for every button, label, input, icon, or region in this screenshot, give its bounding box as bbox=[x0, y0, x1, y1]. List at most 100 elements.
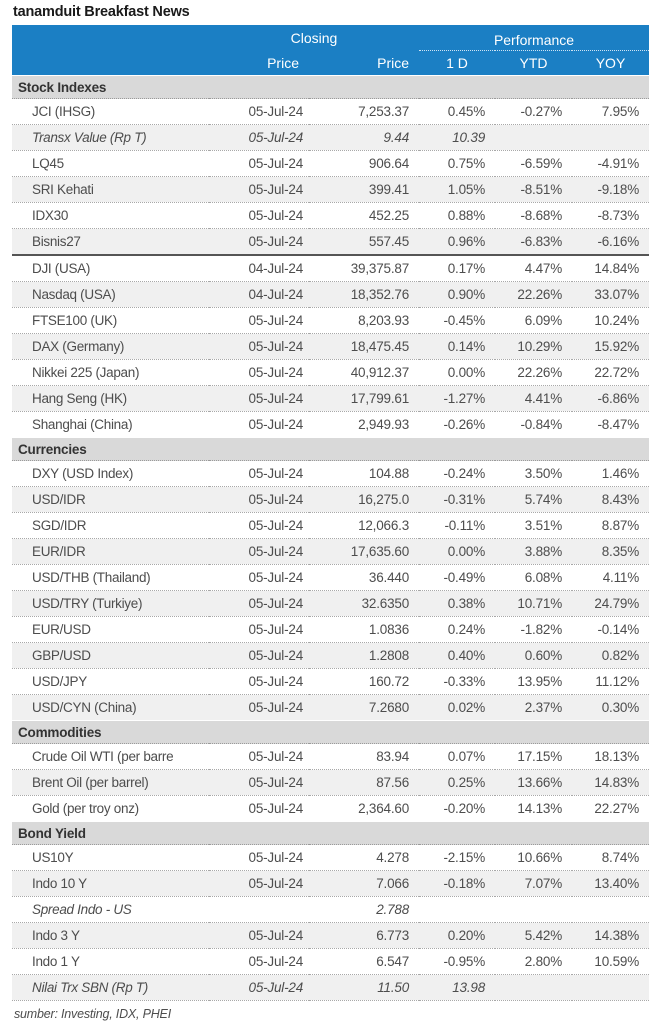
row-label: Transx Value (Rp T) bbox=[12, 124, 209, 151]
row-perf-1d: 0.02% bbox=[419, 694, 496, 721]
row-closing-price: 18,475.45 bbox=[309, 333, 420, 360]
row-perf-1d bbox=[419, 896, 496, 923]
table-row[interactable]: DAX (Germany) 05-Jul-24 18,475.45 0.14% 10.2… bbox=[12, 333, 650, 360]
row-label: Hang Seng (HK) bbox=[12, 385, 209, 412]
row-perf-ytd: -6.83% bbox=[495, 228, 573, 256]
row-closing-price: 11.50 bbox=[309, 974, 420, 1001]
table-row[interactable]: DJI (USA) 04-Jul-24 39,375.87 0.17% 4.47% 14.… bbox=[12, 255, 650, 282]
table-row[interactable]: IDX30 05-Jul-24 452.25 0.88% -8.68% -8.73% bbox=[12, 202, 650, 229]
row-perf-ytd: 5.74% bbox=[495, 486, 573, 513]
row-closing-date: 05-Jul-24 bbox=[209, 307, 309, 334]
table-row[interactable]: SRI Kehati 05-Jul-24 399.41 1.05% -8.51% -9.1… bbox=[12, 176, 650, 203]
table-row[interactable]: Gold (per troy onz) 05-Jul-24 2,364.60 -0.2… bbox=[12, 795, 650, 822]
header-row-group: Closing Performance bbox=[12, 25, 650, 51]
table-row[interactable]: SGD/IDR 05-Jul-24 12,066.3 -0.11% 3.51% 8.87% bbox=[12, 512, 650, 539]
row-perf-yoy: 22.72% bbox=[572, 359, 650, 386]
row-perf-ytd bbox=[495, 124, 573, 151]
table-row[interactable]: Shanghai (China) 05-Jul-24 2,949.93 -0.26% -… bbox=[12, 411, 650, 438]
row-closing-date: 05-Jul-24 bbox=[209, 616, 309, 643]
table-row[interactable]: JCI (IHSG) 05-Jul-24 7,253.37 0.45% -0.27% 7.… bbox=[12, 98, 650, 125]
row-closing-price: 7,253.37 bbox=[309, 98, 420, 125]
row-label: USD/IDR bbox=[12, 486, 209, 513]
row-perf-ytd: 10.29% bbox=[495, 333, 573, 360]
row-closing-price: 2,949.93 bbox=[309, 411, 420, 438]
row-closing-price: 87.56 bbox=[309, 769, 420, 796]
row-closing-date: 05-Jul-24 bbox=[209, 411, 309, 438]
row-perf-ytd: 4.41% bbox=[495, 385, 573, 412]
table-row[interactable]: Bisnis27 05-Jul-24 557.45 0.96% -6.83% -6.16% bbox=[12, 228, 650, 256]
table-row[interactable]: USD/IDR 05-Jul-24 16,275.0 -0.31% 5.74% 8.43% bbox=[12, 486, 650, 513]
table-header: Closing Performance Price Price 1 D YTD … bbox=[12, 25, 650, 76]
row-label: FTSE100 (UK) bbox=[12, 307, 209, 334]
row-label: IDX30 bbox=[12, 202, 209, 229]
row-closing-price: 16,275.0 bbox=[309, 486, 420, 513]
row-perf-yoy: 14.38% bbox=[572, 922, 650, 949]
row-perf-ytd: 3.50% bbox=[495, 460, 573, 487]
table-row[interactable]: Crude Oil WTI (per barre 05-Jul-24 83.94 0.… bbox=[12, 743, 650, 770]
row-closing-price: 36.440 bbox=[309, 564, 420, 591]
table-row[interactable]: Hang Seng (HK) 05-Jul-24 17,799.61 -1.27% 4.… bbox=[12, 385, 650, 412]
table-row[interactable]: USD/CYN (China) 05-Jul-24 7.2680 0.02% 2.37%… bbox=[12, 694, 650, 721]
table-row[interactable]: EUR/IDR 05-Jul-24 17,635.60 0.00% 3.88% 8.35% bbox=[12, 538, 650, 565]
column-header-date[interactable]: Price bbox=[209, 50, 309, 76]
row-label: Indo 3 Y bbox=[12, 922, 209, 949]
table-row[interactable]: GBP/USD 05-Jul-24 1.2808 0.40% 0.60% 0.82% bbox=[12, 642, 650, 669]
row-perf-yoy: -0.14% bbox=[572, 616, 650, 643]
table-row[interactable]: Spread Indo - US 2.788 bbox=[12, 896, 650, 923]
table-row[interactable]: Nasdaq (USA) 04-Jul-24 18,352.76 0.90% 22.26… bbox=[12, 281, 650, 308]
row-label: Shanghai (China) bbox=[12, 411, 209, 438]
row-closing-price: 7.2680 bbox=[309, 694, 420, 721]
row-perf-1d: 0.25% bbox=[419, 769, 496, 796]
row-closing-price: 18,352.76 bbox=[309, 281, 420, 308]
row-perf-1d: 0.88% bbox=[419, 202, 496, 229]
row-perf-1d: -0.49% bbox=[419, 564, 496, 591]
row-closing-date: 05-Jul-24 bbox=[209, 948, 309, 975]
column-header-1d[interactable]: 1 D bbox=[419, 50, 496, 76]
row-perf-1d: -0.11% bbox=[419, 512, 496, 539]
row-closing-date: 05-Jul-24 bbox=[209, 176, 309, 203]
header-row-columns: Price Price 1 D YTD YOY bbox=[12, 50, 650, 76]
row-closing-date: 05-Jul-24 bbox=[209, 486, 309, 513]
table-row[interactable]: Nikkei 225 (Japan) 05-Jul-24 40,912.37 0.00… bbox=[12, 359, 650, 386]
column-header-price[interactable]: Price bbox=[309, 50, 420, 76]
row-perf-yoy: -9.18% bbox=[572, 176, 650, 203]
table-row[interactable]: Brent Oil (per barrel) 05-Jul-24 87.56 0.25… bbox=[12, 769, 650, 796]
market-data-table: Closing Performance Price Price 1 D YTD … bbox=[12, 25, 650, 1001]
section-label: Stock Indexes bbox=[12, 75, 650, 99]
table-row[interactable]: Indo 10 Y 05-Jul-24 7.066 -0.18% 7.07% 13.40% bbox=[12, 870, 650, 897]
row-perf-yoy: 33.07% bbox=[572, 281, 650, 308]
row-closing-price: 160.72 bbox=[309, 668, 420, 695]
row-perf-1d: 10.39 bbox=[419, 124, 496, 151]
table-row[interactable]: USD/JPY 05-Jul-24 160.72 -0.33% 13.95% 11.12% bbox=[12, 668, 650, 695]
table-row[interactable]: Nilai Trx SBN (Rp T) 05-Jul-24 11.50 13.98 bbox=[12, 974, 650, 1001]
row-perf-1d: 0.90% bbox=[419, 281, 496, 308]
row-perf-yoy: -4.91% bbox=[572, 150, 650, 177]
column-header-ytd[interactable]: YTD bbox=[495, 50, 573, 76]
table-row[interactable]: USD/THB (Thailand) 05-Jul-24 36.440 -0.49% 6… bbox=[12, 564, 650, 591]
table-row[interactable]: DXY (USD Index) 05-Jul-24 104.88 -0.24% 3.50… bbox=[12, 460, 650, 487]
row-label: Nilai Trx SBN (Rp T) bbox=[12, 974, 209, 1001]
row-perf-1d: 0.17% bbox=[419, 255, 496, 282]
row-perf-ytd: 2.37% bbox=[495, 694, 573, 721]
row-perf-ytd: -8.51% bbox=[495, 176, 573, 203]
table-row[interactable]: EUR/USD 05-Jul-24 1.0836 0.24% -1.82% -0.14% bbox=[12, 616, 650, 643]
table-row[interactable]: FTSE100 (UK) 05-Jul-24 8,203.93 -0.45% 6.09%… bbox=[12, 307, 650, 334]
table-row[interactable]: Indo 1 Y 05-Jul-24 6.547 -0.95% 2.80% 10.59% bbox=[12, 948, 650, 975]
row-closing-date: 05-Jul-24 bbox=[209, 590, 309, 617]
table-row[interactable]: US10Y 05-Jul-24 4.278 -2.15% 10.66% 8.74% bbox=[12, 844, 650, 871]
row-perf-1d: 0.07% bbox=[419, 743, 496, 770]
table-row[interactable]: USD/TRY (Turkiye) 05-Jul-24 32.6350 0.38% 10… bbox=[12, 590, 650, 617]
row-label: EUR/USD bbox=[12, 616, 209, 643]
table-row[interactable]: Transx Value (Rp T) 05-Jul-24 9.44 10.39 bbox=[12, 124, 650, 151]
row-closing-date: 04-Jul-24 bbox=[209, 281, 309, 308]
row-closing-date: 05-Jul-24 bbox=[209, 870, 309, 897]
table-row[interactable]: Indo 3 Y 05-Jul-24 6.773 0.20% 5.42% 14.38% bbox=[12, 922, 650, 949]
row-perf-ytd: 5.42% bbox=[495, 922, 573, 949]
table-row[interactable]: LQ45 05-Jul-24 906.64 0.75% -6.59% -4.91% bbox=[12, 150, 650, 177]
row-perf-yoy bbox=[572, 896, 650, 923]
header-spacer bbox=[12, 25, 209, 51]
row-closing-price: 83.94 bbox=[309, 743, 420, 770]
column-header-yoy[interactable]: YOY bbox=[572, 50, 650, 76]
row-perf-ytd: 22.26% bbox=[495, 281, 573, 308]
row-closing-date: 05-Jul-24 bbox=[209, 124, 309, 151]
